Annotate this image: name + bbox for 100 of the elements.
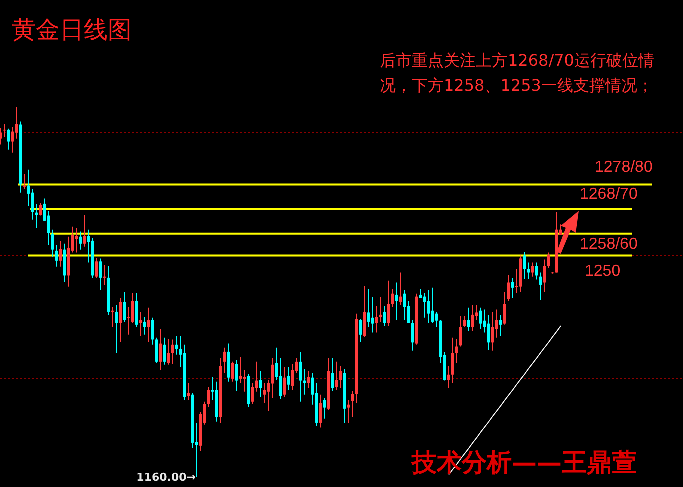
candlestick bbox=[260, 370, 262, 398]
candlestick bbox=[152, 317, 154, 346]
candlestick bbox=[272, 358, 274, 399]
candlestick bbox=[360, 318, 362, 342]
candlestick bbox=[420, 288, 422, 299]
candlestick bbox=[528, 262, 530, 280]
candlestick bbox=[292, 364, 294, 391]
candlestick bbox=[176, 336, 178, 356]
candlestick bbox=[80, 231, 82, 250]
candlestick bbox=[512, 277, 514, 299]
candlestick bbox=[492, 311, 494, 352]
candlestick bbox=[104, 264, 106, 286]
candlestick bbox=[16, 106, 18, 140]
candlestick bbox=[264, 382, 266, 404]
candlestick bbox=[388, 280, 390, 327]
chart-title: 黄金日线图 bbox=[12, 15, 132, 46]
candlestick bbox=[436, 311, 438, 328]
candlestick bbox=[320, 394, 322, 428]
candlestick bbox=[468, 307, 470, 332]
candlestick bbox=[324, 398, 326, 420]
candlestick bbox=[300, 351, 302, 402]
candlestick bbox=[536, 262, 538, 280]
candlestick bbox=[452, 337, 454, 384]
candlestick bbox=[412, 320, 414, 352]
candlestick bbox=[232, 361, 234, 382]
candlestick bbox=[372, 297, 374, 334]
candlestick bbox=[424, 292, 426, 318]
candlestick bbox=[120, 298, 122, 342]
candlestick bbox=[376, 306, 378, 334]
candlestick bbox=[332, 358, 334, 392]
candlestick bbox=[172, 339, 174, 365]
candlestick bbox=[448, 366, 450, 389]
candlestick bbox=[24, 173, 26, 190]
candlestick bbox=[336, 361, 338, 391]
candlestick bbox=[244, 370, 246, 392]
candlestick bbox=[396, 282, 398, 321]
candlestick bbox=[456, 338, 458, 364]
candlestick bbox=[236, 360, 238, 392]
candlestick bbox=[464, 316, 466, 328]
candlestick bbox=[56, 244, 58, 268]
candlestick bbox=[540, 272, 542, 301]
candlestick bbox=[480, 307, 482, 330]
candlestick bbox=[544, 259, 546, 292]
candlestick bbox=[160, 328, 162, 371]
candlestick bbox=[284, 366, 286, 398]
candlestick bbox=[156, 337, 158, 364]
candlestick bbox=[428, 290, 430, 324]
candlestick bbox=[340, 366, 342, 389]
text: 1250 bbox=[585, 262, 621, 281]
candlestick bbox=[8, 128, 10, 150]
candlestick bbox=[404, 290, 406, 321]
candlestick bbox=[32, 188, 34, 220]
candlestick bbox=[0, 128, 2, 146]
annotation: 1160.00→ bbox=[136, 471, 196, 484]
candlestick bbox=[472, 304, 474, 332]
candlestick bbox=[40, 202, 42, 216]
candlestick bbox=[76, 227, 78, 254]
candlestick bbox=[308, 370, 310, 389]
candlestick bbox=[100, 258, 102, 291]
candlestick bbox=[280, 358, 282, 400]
candlestick bbox=[352, 390, 354, 418]
candlestick bbox=[400, 272, 402, 306]
candlestick bbox=[524, 252, 526, 280]
candlestick bbox=[548, 252, 550, 268]
candlestick bbox=[252, 382, 254, 405]
candlestick bbox=[12, 126, 14, 154]
candlestick bbox=[368, 288, 370, 328]
candlestick bbox=[168, 338, 170, 366]
candlestick bbox=[224, 347, 226, 374]
candlestick bbox=[124, 292, 126, 322]
candlestick bbox=[504, 292, 506, 326]
candlestick bbox=[348, 400, 350, 424]
candlestick bbox=[496, 309, 498, 338]
candlestick bbox=[208, 386, 210, 408]
candlestick bbox=[392, 288, 394, 308]
text: 1268/70 bbox=[580, 186, 638, 204]
candlestick bbox=[84, 214, 86, 248]
candlestick bbox=[116, 304, 118, 354]
candlestick bbox=[500, 314, 502, 337]
candlestick bbox=[136, 292, 138, 328]
candlestick bbox=[288, 366, 290, 391]
candlestick bbox=[140, 311, 142, 337]
candlestick bbox=[60, 240, 62, 268]
candlestick bbox=[240, 356, 242, 384]
candlestick bbox=[144, 316, 146, 336]
candlestick bbox=[384, 306, 386, 327]
candlestick bbox=[132, 292, 134, 324]
candlestick bbox=[148, 307, 150, 342]
candlestick bbox=[488, 314, 490, 351]
candlestick bbox=[532, 262, 534, 278]
candlestick bbox=[188, 382, 190, 401]
candlestick bbox=[508, 274, 510, 302]
candlestick bbox=[112, 306, 114, 328]
candlestick bbox=[460, 316, 462, 348]
candlestick bbox=[432, 287, 434, 324]
candlestick bbox=[52, 229, 54, 258]
text: 1258/60 bbox=[580, 236, 638, 254]
candlestick bbox=[96, 257, 98, 278]
text: 1278/80 bbox=[595, 158, 653, 177]
candlestick bbox=[164, 337, 166, 366]
